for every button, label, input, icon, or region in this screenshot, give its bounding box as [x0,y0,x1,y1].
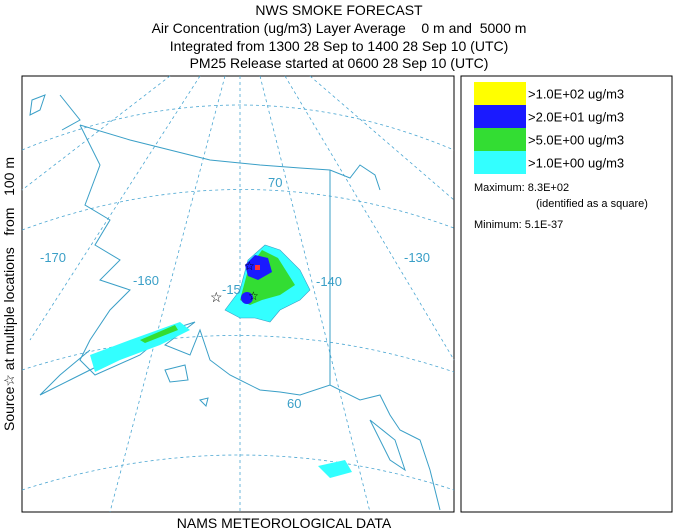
lon-line [259,75,371,513]
plume-cyan [318,460,352,478]
island [164,364,189,383]
maximum-note: (identified as a square) [536,198,648,210]
lon-label: -15 [222,282,241,297]
legend-label: >1.0E+02 ug/m3 [528,87,624,102]
legend-label: >2.0E+01 ug/m3 [528,110,624,125]
graticule [21,75,455,513]
footer: NAMS METEOROLOGICAL DATA [177,515,392,531]
legend-label: >1.0E+00 ug/m3 [528,156,624,171]
lat-line [21,104,455,151]
lon-label: -140 [316,274,342,289]
legend-label: >5.0E+00 ug/m3 [528,133,624,148]
legend-swatch [474,151,526,174]
coast [29,94,81,131]
side-label: Source☆ at multiple locations from 100 m [1,157,17,431]
lon-label: -130 [404,250,430,265]
island [199,397,209,407]
source-star: ☆ [248,289,259,303]
lat-line [21,189,455,231]
max-square [255,265,260,270]
lat-line [21,335,455,373]
lon-line [29,75,201,341]
coastline [29,94,441,511]
lon-line [284,75,455,361]
legend-swatch [474,82,526,105]
lon-label: -170 [40,250,66,265]
subtitle-line: PM25 Release started at 0600 28 Sep 10 (… [190,55,489,71]
smoke-plume: ☆ ☆ ☆ [90,244,352,478]
title: NWS SMOKE FORECAST [255,2,423,18]
source-star: ☆ [244,259,255,273]
legend-swatch [474,128,526,151]
source-star: ☆ [210,289,223,305]
lat-line [21,454,455,491]
lon-label: -160 [133,273,159,288]
map: ☆ ☆ ☆ -170 -160 -15 -140 -130 70 60 [21,75,455,513]
plume-green [140,325,178,343]
coast [39,349,101,396]
coast [79,124,381,191]
maximum: Maximum: 8.3E+02 [474,182,569,194]
plume-blue [241,292,253,304]
minimum: Minimum: 5.1E-37 [474,219,563,231]
lon-line [21,75,171,191]
lat-label: 70 [268,175,282,190]
subtitle-line: Integrated from 1300 28 Sep to 1400 28 S… [170,38,509,54]
lat-label: 60 [287,396,301,411]
coast [79,124,441,511]
legend: Maximum: 8.3E+02 (identified as a square… [460,75,673,513]
subtitle-line: Air Concentration (ug/m3) Layer Average … [152,20,527,36]
lon-line [309,75,455,201]
island [369,419,406,472]
legend-swatch [474,105,526,128]
